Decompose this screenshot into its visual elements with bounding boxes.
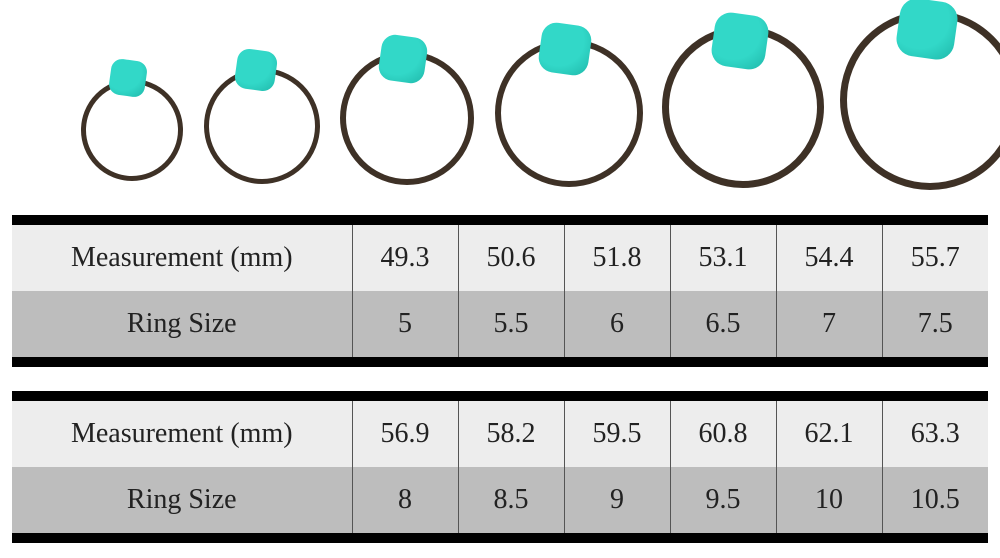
cell-value: 59.5 (564, 401, 670, 467)
cell-value: 62.1 (776, 401, 882, 467)
row-label: Measurement (mm) (12, 401, 352, 467)
cell-value: 60.8 (670, 401, 776, 467)
gem-icon (894, 0, 960, 62)
cell-value: 9.5 (670, 467, 776, 533)
cell-value: 7 (776, 291, 882, 357)
cell-value: 58.2 (458, 401, 564, 467)
cell-value: 8.5 (458, 467, 564, 533)
cell-value: 5.5 (458, 291, 564, 357)
cell-value: 63.3 (882, 401, 988, 467)
cell-value: 10.5 (882, 467, 988, 533)
table-gap (12, 367, 988, 391)
row-label: Ring Size (12, 467, 352, 533)
cell-value: 56.9 (352, 401, 458, 467)
cell-value: 9 (564, 467, 670, 533)
size-table-2: Measurement (mm) 56.9 58.2 59.5 60.8 62.… (12, 401, 988, 533)
table-border-bottom (12, 533, 988, 543)
gem-icon (710, 11, 771, 72)
gem-icon (233, 47, 278, 92)
cell-value: 50.6 (458, 225, 564, 291)
cell-value: 5 (352, 291, 458, 357)
gem-icon (537, 21, 593, 77)
table-row: Ring Size 8 8.5 9 9.5 10 10.5 (12, 467, 988, 533)
cell-value: 51.8 (564, 225, 670, 291)
table-border-bottom (12, 357, 988, 367)
cell-value: 6.5 (670, 291, 776, 357)
cell-value: 6 (564, 291, 670, 357)
size-table-1: Measurement (mm) 49.3 50.6 51.8 53.1 54.… (12, 225, 988, 357)
size-tables: Measurement (mm) 49.3 50.6 51.8 53.1 54.… (0, 215, 1000, 543)
table-border-top (12, 215, 988, 225)
cell-value: 55.7 (882, 225, 988, 291)
table-row: Ring Size 5 5.5 6 6.5 7 7.5 (12, 291, 988, 357)
table-border-top (12, 391, 988, 401)
gem-icon (377, 33, 429, 85)
cell-value: 49.3 (352, 225, 458, 291)
rings-diagram (0, 0, 1000, 215)
table-row: Measurement (mm) 49.3 50.6 51.8 53.1 54.… (12, 225, 988, 291)
cell-value: 7.5 (882, 291, 988, 357)
cell-value: 8 (352, 467, 458, 533)
cell-value: 10 (776, 467, 882, 533)
table-row: Measurement (mm) 56.9 58.2 59.5 60.8 62.… (12, 401, 988, 467)
gem-icon (108, 58, 149, 99)
row-label: Ring Size (12, 291, 352, 357)
row-label: Measurement (mm) (12, 225, 352, 291)
cell-value: 53.1 (670, 225, 776, 291)
cell-value: 54.4 (776, 225, 882, 291)
